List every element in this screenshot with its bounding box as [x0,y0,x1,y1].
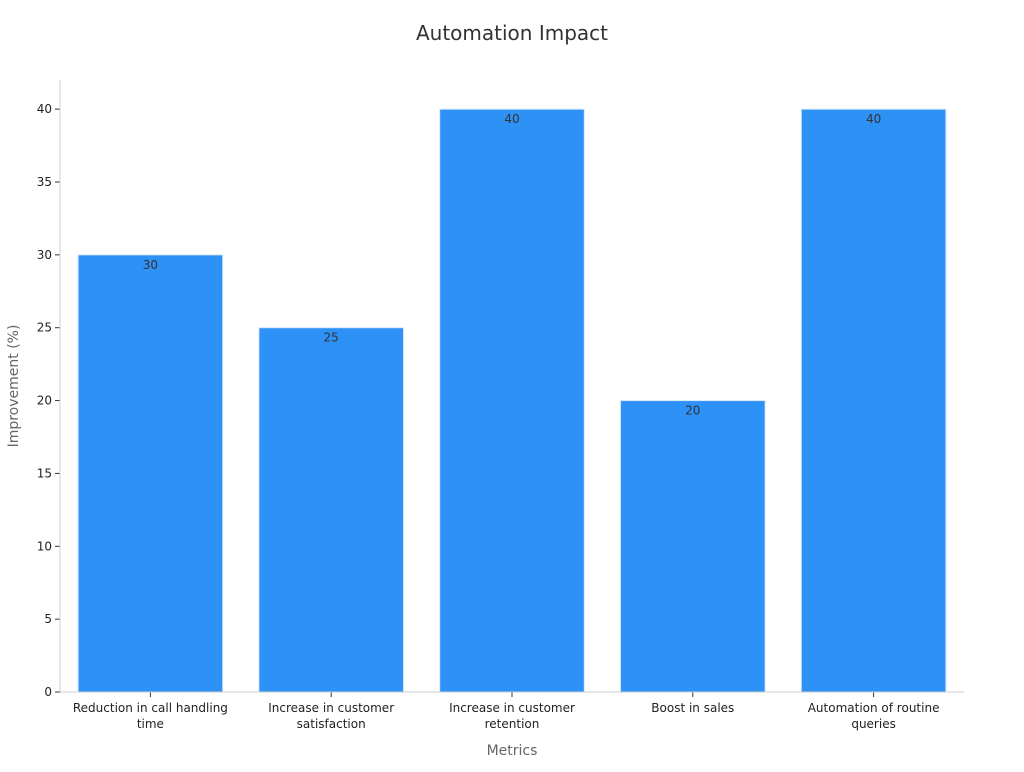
bars-layer [77,108,947,693]
data-label: 40 [504,112,519,126]
data-label: 40 [866,112,881,126]
y-tick-label: 35 [37,175,52,189]
x-tick-label: satisfaction [297,717,366,731]
chart-title: Automation Impact [416,21,608,45]
y-tick-label: 15 [37,466,52,480]
axes-layer [55,80,964,697]
y-axis-title: Improvement (%) [6,325,22,448]
y-tick-label: 0 [44,685,52,699]
y-tick-label: 5 [44,612,52,626]
bar [800,108,947,693]
x-tick-label: retention [485,717,540,731]
y-tick-label: 10 [37,539,52,553]
bar [258,327,405,693]
y-tick-label: 30 [37,248,52,262]
x-tick-label: Increase in customer [268,701,394,715]
x-tick-label: Boost in sales [651,701,734,715]
y-tick-label: 20 [37,394,52,408]
x-tick-label: Automation of routine [808,701,940,715]
labels-layer: 30 Reduction in call handling time 25 Increa… [37,102,940,731]
x-tick-label: queries [851,717,896,731]
bar [439,108,585,693]
x-axis-title: Metrics [487,743,538,759]
data-label: 20 [685,404,700,418]
bar [619,400,766,693]
x-tick-label: Increase in customer [449,701,575,715]
y-tick-label: 40 [37,102,52,116]
x-tick-label: Reduction in call handling [73,701,228,715]
y-tick-label: 25 [37,321,52,335]
bar [77,254,224,693]
data-label: 30 [143,258,158,272]
data-label: 25 [324,331,339,345]
x-tick-label: time [137,717,164,731]
